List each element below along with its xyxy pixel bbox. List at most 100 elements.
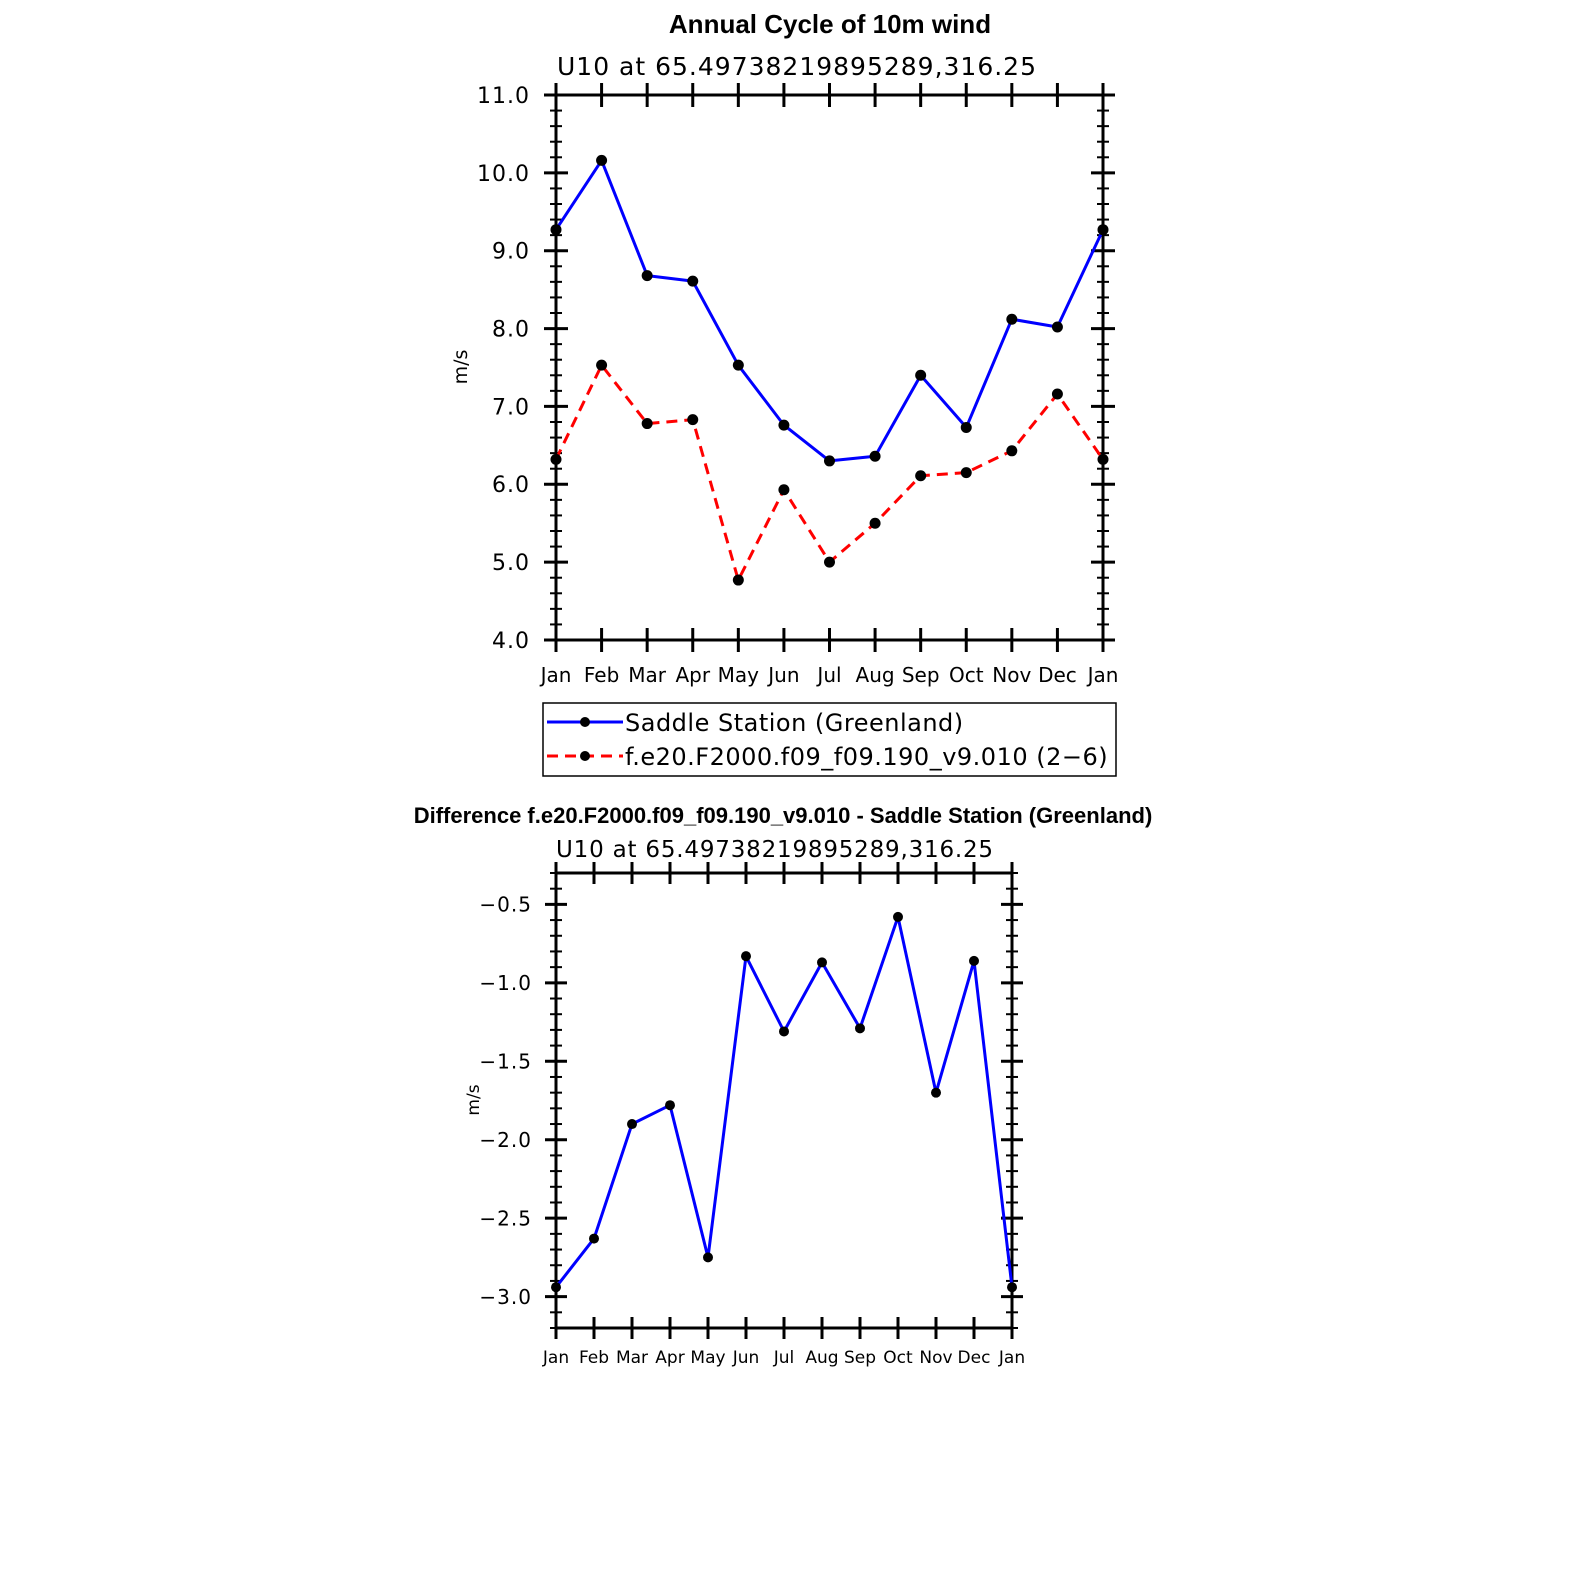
legend-label-saddle: Saddle Station (Greenland)	[625, 709, 964, 737]
legend: Saddle Station (Greenland) f.e20.F2000.f…	[542, 702, 1117, 777]
series-line-0	[554, 915, 1014, 1289]
data-point	[550, 224, 562, 236]
data-point	[824, 455, 835, 467]
data-point	[741, 951, 751, 962]
data-point	[1051, 321, 1063, 333]
data-point	[550, 453, 562, 465]
series-line-0	[554, 158, 1105, 463]
x-tick-label: Apr	[655, 1348, 684, 1368]
y-tick-labels: 4.0 5.0 6.0 7.0 8.0 9.0 10.0 11.0	[477, 84, 530, 654]
data-point	[960, 467, 972, 479]
x-tick-label: Jul	[773, 1348, 795, 1368]
x-tick-label: May	[718, 663, 760, 687]
y-tick-label: −1.0	[479, 971, 532, 995]
data-point	[1097, 453, 1109, 465]
x-tick-label: May	[690, 1348, 725, 1368]
y-axis-label: m/s	[450, 350, 472, 385]
data-point	[778, 484, 790, 496]
data-point	[824, 556, 835, 568]
legend-label-model: f.e20.F2000.f09_f09.190_v9.010 (2−6)	[625, 743, 1108, 771]
legend-marker-model	[580, 751, 590, 761]
x-tick-label: Jan	[542, 1348, 569, 1368]
y-tick-label: 7.0	[492, 395, 530, 420]
data-point	[1006, 445, 1018, 457]
x-tick-label: Dec	[1038, 663, 1077, 687]
x-tick-label: Mar	[628, 663, 667, 687]
data-point	[732, 574, 744, 586]
x-tick-label: Jan	[1086, 663, 1119, 687]
data-point	[817, 957, 827, 968]
chart-title: Annual Cycle of 10m wind	[669, 9, 991, 39]
axis-ticks	[545, 862, 1023, 1339]
x-tick-label: Jan	[998, 1348, 1025, 1368]
x-tick-label: Nov	[919, 1348, 952, 1368]
difference-chart: Difference f.e20.F2000.f09_f09.190_v9.01…	[414, 803, 1153, 1368]
legend-box	[542, 702, 1117, 777]
data-point	[893, 911, 903, 922]
y-tick-label: −2.0	[479, 1128, 532, 1152]
y-tick-label: 4.0	[492, 629, 530, 654]
axis-ticks	[544, 83, 1115, 652]
data-point	[732, 359, 744, 371]
y-tick-label: 5.0	[492, 551, 530, 576]
data-point	[778, 419, 790, 431]
y-tick-label: 8.0	[492, 317, 530, 342]
data-point	[855, 1023, 865, 1034]
x-tick-labels: Jan Feb Mar Apr May Jun Jul Aug Sep Oct Nov Dec Jan	[539, 663, 1119, 687]
x-tick-label: Mar	[616, 1348, 648, 1368]
data-point	[915, 369, 927, 381]
x-tick-label: Sep	[844, 1348, 876, 1368]
data-point	[969, 955, 979, 966]
x-tick-label: Apr	[675, 663, 710, 687]
y-tick-label: 11.0	[477, 84, 530, 109]
y-tick-label: −1.5	[479, 1049, 532, 1073]
plot-frame	[554, 871, 1014, 1330]
x-tick-label: Aug	[805, 1348, 838, 1368]
y-tick-label: −0.5	[479, 893, 532, 917]
series-group	[550, 154, 1109, 586]
data-point	[915, 470, 927, 482]
data-point	[596, 154, 608, 166]
x-tick-label: Feb	[584, 663, 619, 687]
data-point	[589, 1233, 599, 1244]
data-point	[931, 1087, 941, 1098]
series-group	[551, 911, 1017, 1293]
x-tick-label: Jan	[539, 663, 572, 687]
y-tick-label: 10.0	[477, 162, 530, 187]
y-tick-label: −2.5	[479, 1206, 532, 1230]
data-point	[960, 421, 972, 433]
data-point	[1007, 1282, 1017, 1293]
x-tick-label: Feb	[579, 1348, 609, 1368]
x-tick-label: Nov	[992, 663, 1031, 687]
x-tick-label: Dec	[958, 1348, 991, 1368]
data-point	[1051, 388, 1063, 400]
y-tick-label: 9.0	[492, 240, 530, 265]
data-point	[869, 517, 881, 529]
chart-title: Difference f.e20.F2000.f09_f09.190_v9.01…	[414, 803, 1153, 828]
y-axis-label: m/s	[464, 1084, 484, 1115]
annual-cycle-chart: Annual Cycle of 10m wind U10 at 65.49738…	[450, 9, 1119, 777]
data-point	[641, 418, 653, 430]
data-point	[665, 1100, 675, 1111]
x-tick-labels: Jan Feb Mar Apr May Jun Jul Aug Sep Oct Nov Dec Jan	[542, 1348, 1025, 1368]
legend-marker-saddle	[580, 717, 590, 727]
y-tick-label: −3.0	[479, 1285, 532, 1309]
data-point	[641, 270, 653, 282]
x-tick-label: Oct	[883, 1348, 913, 1368]
data-point	[596, 359, 608, 371]
x-tick-label: Oct	[949, 663, 984, 687]
data-point	[687, 275, 699, 287]
data-point	[1097, 224, 1109, 236]
x-tick-label: Aug	[856, 663, 895, 687]
x-tick-label: Jun	[766, 663, 799, 687]
data-point	[551, 1282, 561, 1293]
data-point	[779, 1026, 789, 1037]
data-point	[703, 1252, 713, 1263]
data-point	[627, 1119, 637, 1130]
y-tick-labels: −3.0 −2.5 −2.0 −1.5 −1.0 −0.5	[479, 893, 532, 1309]
y-tick-label: 6.0	[492, 473, 530, 498]
data-point	[869, 450, 881, 462]
data-point	[687, 414, 699, 426]
x-tick-label: Jul	[815, 663, 841, 687]
